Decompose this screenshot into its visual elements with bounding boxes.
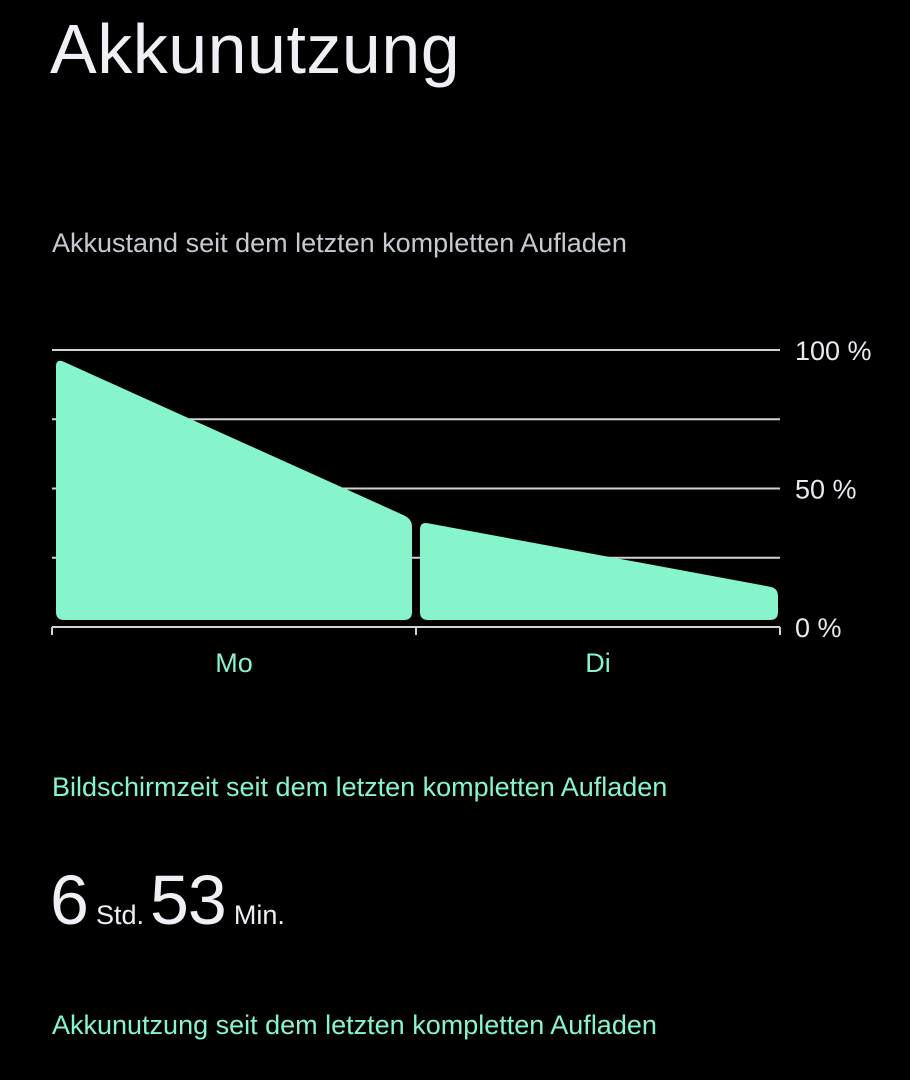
battery-level-chart[interactable]: 100 % 50 % 0 % Mo Di [0,320,910,700]
day-label-di: Di [585,648,611,678]
battery-usage-heading[interactable]: Akkunutzung seit dem letzten kompletten … [52,1010,657,1040]
screen-time-value: 6 Std.53 Min. [50,860,291,940]
screen-time-hours-unit: Std. [95,900,144,930]
screen-time-heading: Bildschirmzeit seit dem letzten komplett… [52,772,668,802]
battery-area-di [420,522,778,620]
y-tick-label: 50 % [795,475,857,505]
chart-caption: Akkustand seit dem letzten kompletten Au… [52,228,627,258]
screen-time-minutes-unit: Min. [233,900,285,930]
y-tick-label: 0 % [795,613,842,643]
y-tick-label: 100 % [795,336,872,366]
day-label-mo: Mo [215,648,253,678]
screen-time-hours: 6 [50,861,89,939]
page-title: Akkunutzung [50,10,461,88]
battery-chart-svg: 100 % 50 % 0 % Mo Di [51,336,872,678]
screen-time-minutes: 53 [149,861,227,939]
battery-area-mo [56,360,412,620]
